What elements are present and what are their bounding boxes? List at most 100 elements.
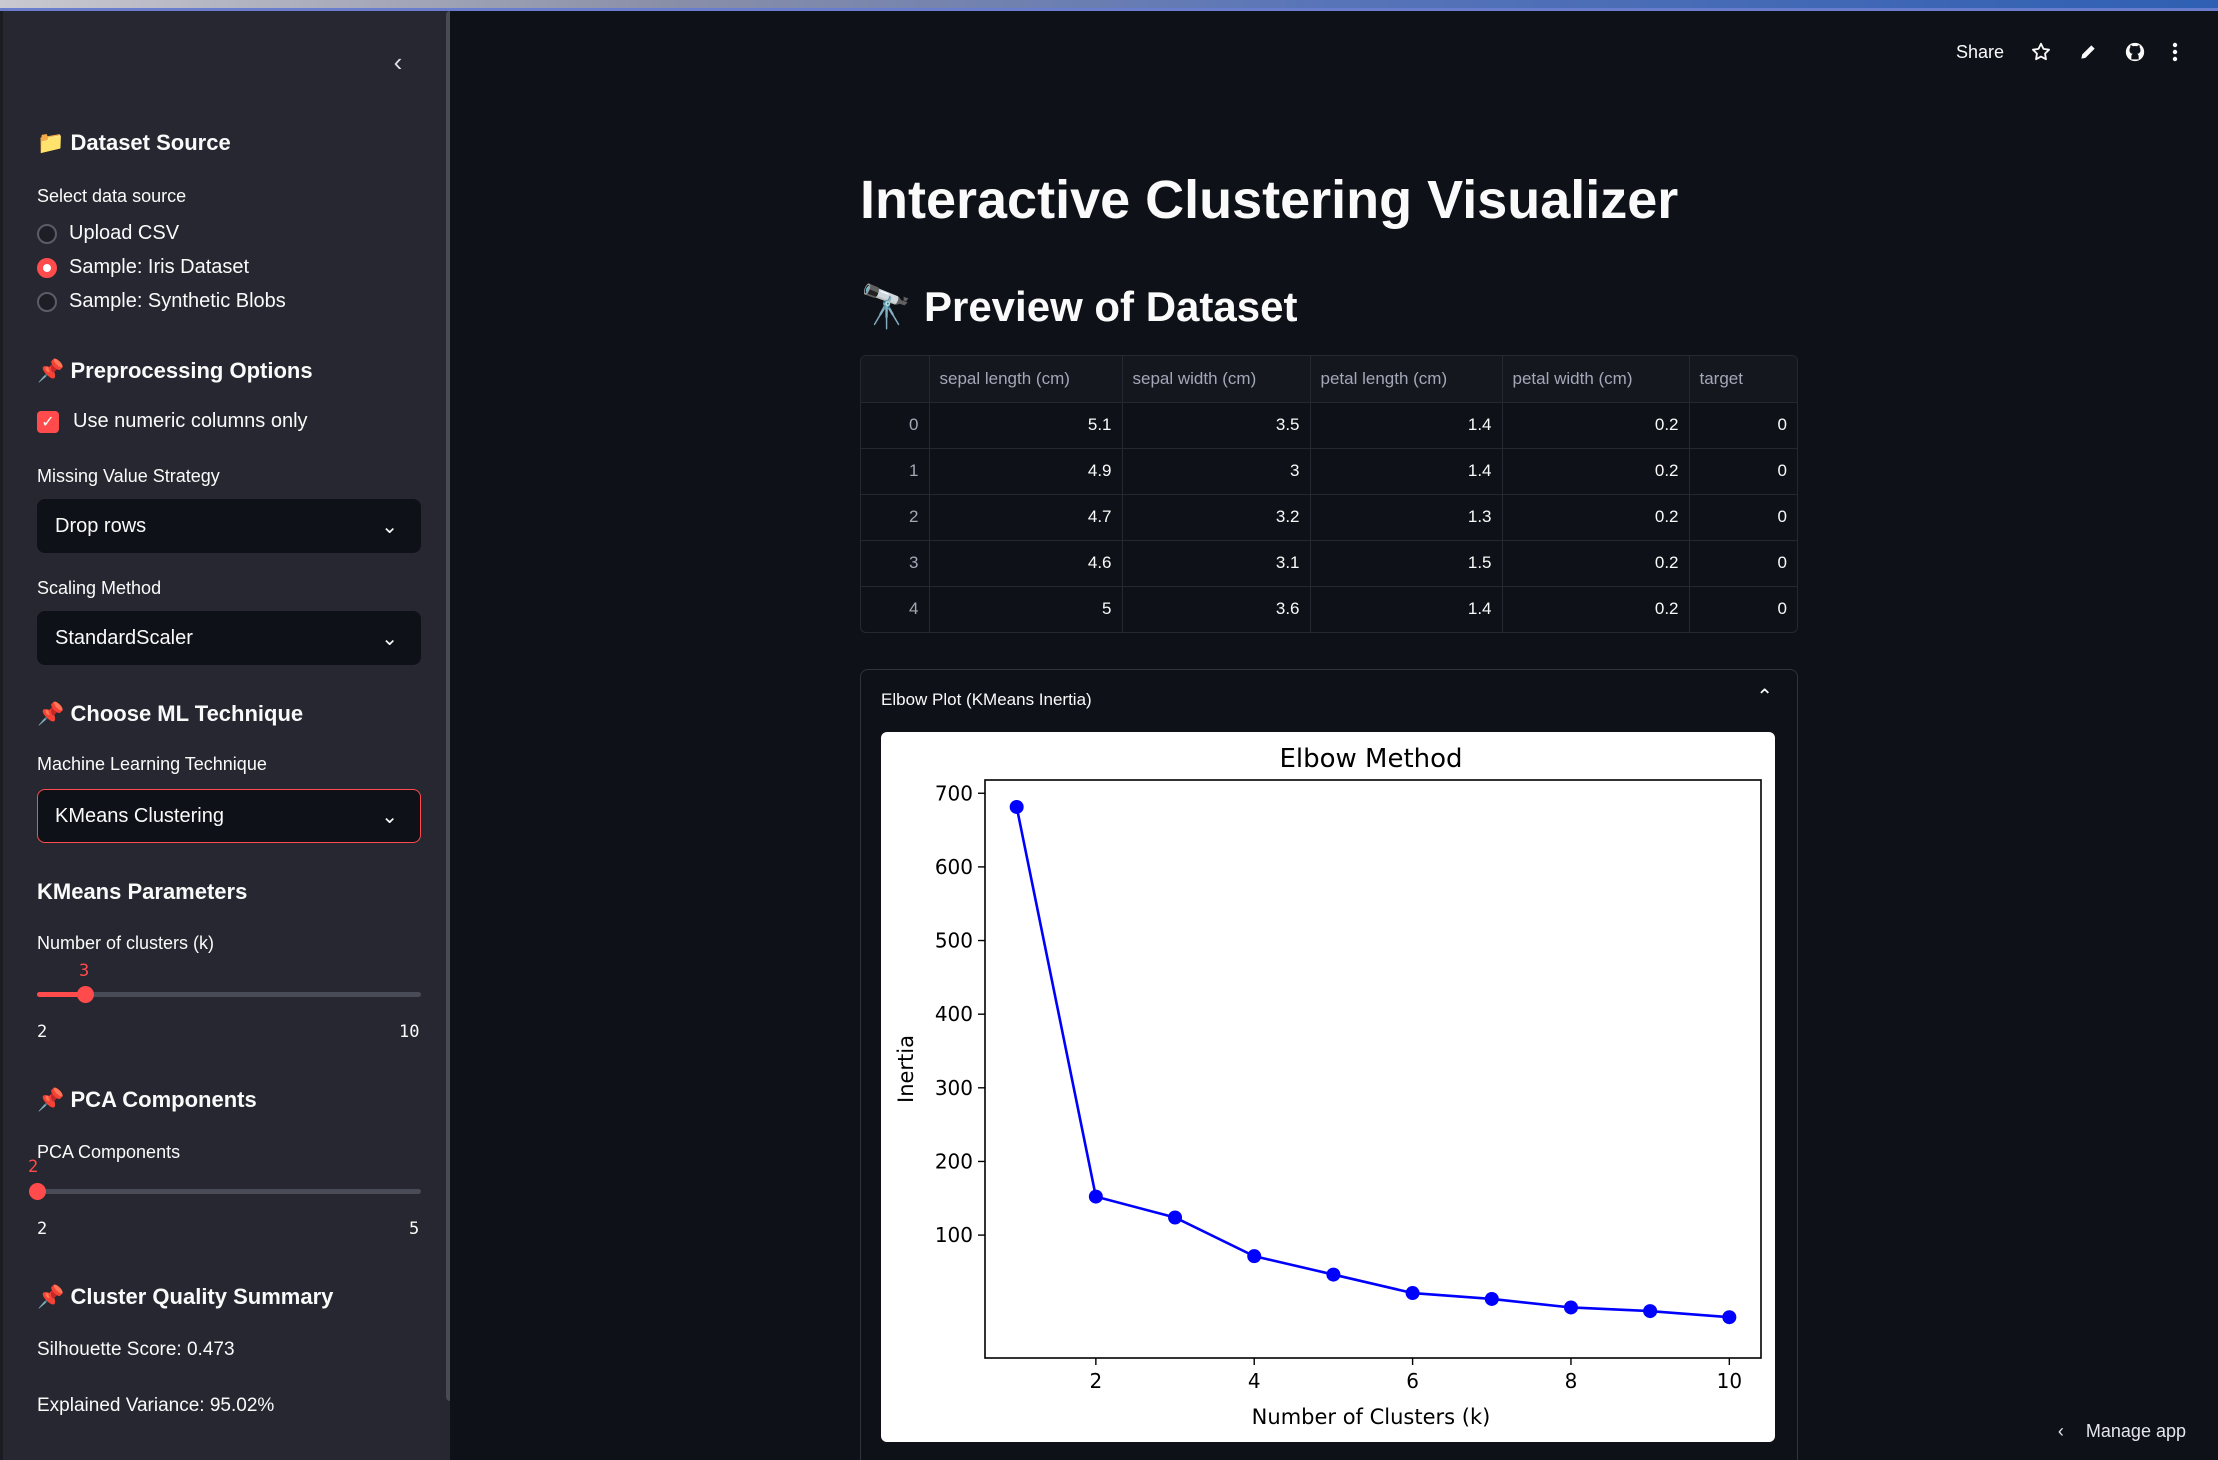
star-icon[interactable] [2030,41,2052,63]
k-slider-thumb[interactable] [77,986,94,1003]
table-cell[interactable]: 3 [1122,448,1311,495]
radio-circle[interactable] [37,223,57,244]
table-cell[interactable]: 5.1 [929,402,1123,449]
numeric-only-checkbox[interactable]: ✓ Use numeric columns only [37,410,308,433]
chart-title: Elbow Method [1279,744,1462,774]
x-tick-label: 2 [1089,1369,1102,1393]
data-point [1484,1291,1499,1306]
k-slider[interactable] [37,986,421,1003]
table-cell[interactable]: 3.1 [1122,540,1311,587]
more-menu-icon[interactable] [2172,41,2178,63]
data-point [1722,1310,1737,1325]
cluster-quality-heading: 📌 Cluster Quality Summary [37,1284,334,1309]
table-cell[interactable]: 0.2 [1502,540,1690,587]
missing-value-selected: Drop rows [55,514,147,537]
data-point [1088,1189,1103,1204]
kmeans-parameters-heading: KMeans Parameters [37,879,248,904]
table-cell[interactable]: 0.2 [1502,586,1690,632]
data-point [1168,1210,1183,1225]
table-cell[interactable]: 0 [1689,494,1797,541]
column-header[interactable]: petal length (cm) [1310,356,1503,403]
table-cell[interactable]: 3.2 [1122,494,1311,541]
chevron-up-icon[interactable]: ⌃ [1756,686,1773,708]
table-cell[interactable]: 1.4 [1310,402,1503,449]
ml-technique-select[interactable]: KMeans Clustering ⌄ [37,789,421,843]
chevron-down-icon: ⌄ [381,516,398,538]
y-tick-label: 400 [935,1002,973,1026]
github-icon[interactable] [2124,41,2146,63]
x-tick-label: 6 [1406,1369,1419,1393]
table-cell[interactable]: 1.5 [1310,540,1503,587]
table-cell[interactable]: 0 [1689,402,1797,449]
pca-slider-thumb[interactable] [29,1183,46,1200]
y-tick-label: 100 [935,1223,973,1247]
radio-circle-selected[interactable] [37,257,57,278]
table-cell[interactable]: 4.6 [929,540,1123,587]
table-cell[interactable]: 3.6 [1122,586,1311,632]
row-index: 4 [861,586,930,632]
x-axis-label: Number of Clusters (k) [1252,1405,1491,1429]
table-cell[interactable]: 3.5 [1122,402,1311,449]
x-tick-label: 4 [1248,1369,1261,1393]
radio-sample-iris[interactable]: Sample: Iris Dataset [37,256,249,279]
ml-technique-label: Machine Learning Technique [37,754,267,774]
chevron-down-icon: ⌄ [381,628,398,650]
data-point [1009,799,1024,814]
browser-top-strip [0,0,2218,11]
x-tick-label: 8 [1565,1369,1578,1393]
data-point [1326,1267,1341,1282]
table-cell[interactable]: 0.2 [1502,494,1690,541]
table-header-row: sepal length (cm) sepal width (cm) petal… [861,356,1797,403]
manage-app-label: Manage app [2085,1421,2186,1441]
table-cell[interactable]: 0.2 [1502,448,1690,495]
table-cell[interactable]: 1.4 [1310,448,1503,495]
table-cell[interactable]: 1.4 [1310,586,1503,632]
pca-slider[interactable] [29,1183,421,1200]
radio-upload-csv[interactable]: Upload CSV [37,222,179,245]
checkbox-checked-icon[interactable]: ✓ [37,410,59,433]
table-cell[interactable]: 1.3 [1310,494,1503,541]
pca-slider-label: PCA Components [37,1142,181,1162]
scaling-method-select[interactable]: StandardScaler ⌄ [37,611,421,665]
column-header[interactable]: target [1689,356,1797,403]
x-tick-label: 10 [1717,1369,1742,1393]
expander-label[interactable]: Elbow Plot (KMeans Inertia) [881,690,1092,709]
table-cell[interactable]: 4.9 [929,448,1123,495]
missing-value-label: Missing Value Strategy [37,466,220,486]
collapse-sidebar-icon[interactable]: ‹ [393,46,403,77]
edit-pencil-icon[interactable] [2078,42,2098,62]
radio-label: Upload CSV [69,222,180,244]
column-header-index[interactable] [861,356,930,403]
column-header[interactable]: sepal length (cm) [929,356,1123,403]
table-cell[interactable]: 0 [1689,540,1797,587]
data-source-label: Select data source [37,186,187,206]
table-row: 3 4.6 3.1 1.5 0.2 0 [861,540,1797,587]
radio-label: Sample: Iris Dataset [69,256,250,278]
dataset-preview-table[interactable]: sepal length (cm) sepal width (cm) petal… [860,355,1798,633]
sidebar: ‹ 📁 Dataset Source Select data source Up… [0,11,454,1460]
column-header[interactable]: sepal width (cm) [1122,356,1311,403]
y-tick-label: 600 [935,855,973,879]
table-row: 1 4.9 3 1.4 0.2 0 [861,448,1797,495]
radio-circle[interactable] [37,291,57,312]
table-cell[interactable]: 0 [1777,599,1787,619]
table-cell[interactable]: 0 [1689,448,1797,495]
radio-label: Sample: Synthetic Blobs [69,290,286,312]
scaling-method-selected: StandardScaler [55,626,193,649]
silhouette-score: Silhouette Score: 0.473 [37,1339,235,1360]
elbow-plot-expander: Elbow Plot (KMeans Inertia) ⌃ Elbow Meth… [860,669,1798,1460]
share-button[interactable]: Share [1955,41,2004,62]
radio-synthetic-blobs[interactable]: Sample: Synthetic Blobs [37,290,286,313]
table-cell[interactable]: 5 [929,586,1123,632]
missing-value-select[interactable]: Drop rows ⌄ [37,499,421,553]
checkbox-label: Use numeric columns only [73,410,308,432]
pca-components-heading: 📌 PCA Components [37,1087,257,1112]
table-cell[interactable]: 4.7 [929,494,1123,541]
table-cell[interactable]: 0.2 [1502,402,1690,449]
manage-app-button[interactable]: ‹ Manage app [2058,1421,2186,1442]
column-header[interactable]: petal width (cm) [1502,356,1690,403]
k-slider-value: 3 [79,961,90,981]
k-slider-fill [37,992,85,997]
preview-dataset-heading: 🔭 Preview of Dataset [860,283,1298,330]
series-group [1009,799,1737,1325]
